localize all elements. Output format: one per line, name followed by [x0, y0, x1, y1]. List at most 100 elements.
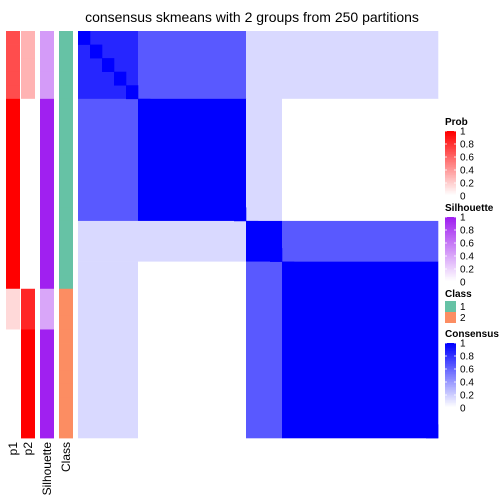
annotation-cell-p2 [21, 343, 35, 357]
legend-tick-label-prob: 0 [460, 192, 466, 203]
legend-gradient-step-consensus [445, 367, 456, 370]
legend-gradient-step-consensus [445, 388, 456, 391]
legend-gradient-step-consensus [445, 364, 456, 367]
annotation-cell-silhouette [40, 343, 54, 357]
legend-gradient-step-consensus [445, 365, 456, 368]
consensus-diagonal-cell [162, 125, 175, 140]
consensus-block [78, 261, 139, 439]
consensus-diagonal-cell [222, 193, 235, 208]
consensus-diagonal-cell [258, 234, 271, 249]
legend-swatch-class [445, 301, 456, 312]
annotation-cell-silhouette [40, 275, 54, 290]
annotation-cell-class [59, 58, 73, 73]
legend-title-silhouette: Silhouette [445, 203, 494, 214]
annotation-cell-p1 [6, 288, 20, 303]
consensus-diagonal-cell [114, 71, 127, 86]
legend-gradient-step-consensus [445, 401, 456, 404]
legend-gradient-step-silhouette [445, 243, 456, 246]
legend-gradient-step-silhouette [445, 265, 456, 268]
annotation-cell-silhouette [40, 410, 54, 425]
annotation-cell-silhouette [40, 112, 54, 127]
legend-gradient-step-prob [445, 153, 456, 156]
annotation-cell-p2 [21, 234, 35, 249]
consensus-diagonal-cell [246, 220, 259, 235]
annotation-cell-p1 [6, 383, 20, 398]
annotation-cell-p1 [6, 248, 20, 263]
legend-gradient-step-consensus [445, 398, 456, 401]
annotation-cell-p2 [21, 139, 35, 154]
legend-gradient-step-silhouette [445, 231, 456, 234]
annotation-cell-p1 [6, 329, 20, 344]
legend-gradient-step-prob [445, 160, 456, 163]
legend-gradient-step-silhouette [445, 226, 456, 229]
annotation-cell-p2 [21, 207, 35, 222]
legend-gradient-step-consensus [445, 380, 456, 383]
annotation-cell-silhouette [40, 31, 54, 45]
legend-gradient-step-prob [445, 173, 456, 176]
legend-gradient-step-prob [445, 144, 456, 147]
legend-gradient-step-consensus [445, 373, 456, 376]
legend-gradient-step-prob [445, 176, 456, 179]
annotation-cell-p1 [6, 315, 20, 330]
consensus-diagonal-cell [234, 207, 247, 222]
column-label-silhouette: Silhouette [40, 442, 54, 496]
legend-gradient-step-silhouette [445, 278, 456, 281]
annotation-cell-silhouette [40, 98, 54, 113]
annotation-cell-silhouette [40, 85, 54, 100]
annotation-cell-p2 [21, 44, 35, 59]
annotation-cell-p1 [6, 125, 20, 140]
legend-gradient-step-prob [445, 137, 456, 140]
legend-tick-label-prob: 0.2 [460, 179, 474, 190]
consensus-diagonal-cell [210, 180, 223, 195]
legend-tick-label-consensus: 1 [460, 339, 466, 350]
legend-gradient-step-consensus [445, 343, 456, 346]
annotation-cell-p2 [21, 112, 35, 127]
legend-gradient-step-silhouette [445, 239, 456, 242]
annotation-cell-silhouette [40, 44, 54, 59]
annotation-cell-silhouette [40, 329, 54, 344]
legend-gradient-step-prob [445, 184, 456, 187]
annotation-cell-p1 [6, 98, 20, 113]
column-label-p1: p1 [6, 442, 20, 456]
annotation-cell-p1 [6, 85, 20, 100]
legend-gradient-step-prob [445, 174, 456, 177]
annotation-cell-p1 [6, 71, 20, 86]
annotation-cell-p1 [6, 153, 20, 168]
legend-gradient-step-consensus [445, 360, 456, 363]
annotation-cell-class [59, 153, 73, 168]
annotation-cell-class [59, 44, 73, 59]
legend-gradient-step-silhouette [445, 241, 456, 244]
consensus-diagonal-cell [294, 275, 307, 290]
annotation-cell-class [59, 193, 73, 208]
annotation-cell-class [59, 180, 73, 195]
annotation-cell-class [59, 356, 73, 371]
legend-gradient-step-silhouette [445, 257, 456, 260]
annotation-cell-p1 [6, 180, 20, 195]
annotation-cell-class [59, 288, 73, 303]
consensus-diagonal-cell [102, 58, 115, 72]
legend-gradient-step-prob [445, 142, 456, 145]
annotation-cell-silhouette [40, 248, 54, 263]
legend-gradient-step-silhouette [445, 262, 456, 265]
legend-gradient-step-silhouette [445, 280, 456, 283]
legend-tick-label-prob: 0.4 [460, 166, 474, 177]
legend-gradient-step-consensus [445, 349, 456, 352]
legend-gradient-step-consensus [445, 369, 456, 372]
annotation-cell-p1 [6, 44, 20, 59]
annotation-cell-silhouette [40, 397, 54, 412]
annotation-cell-p2 [21, 85, 35, 100]
legend-gradient-step-silhouette [445, 256, 456, 259]
annotation-cell-class [59, 424, 73, 439]
annotation-cell-silhouette [40, 58, 54, 73]
annotation-cell-p2 [21, 288, 35, 303]
legend-gradient-step-consensus [445, 351, 456, 354]
annotation-cell-class [59, 85, 73, 100]
consensus-diagonal-cell [174, 139, 187, 154]
annotation-cell-p2 [21, 248, 35, 263]
annotation-cell-silhouette [40, 220, 54, 235]
legend-gradient-step-silhouette [445, 246, 456, 249]
annotation-cell-p2 [21, 356, 35, 371]
legend-gradient-step-silhouette [445, 218, 456, 221]
consensus-diagonal-cell [426, 424, 439, 439]
annotation-cell-p1 [6, 207, 20, 222]
